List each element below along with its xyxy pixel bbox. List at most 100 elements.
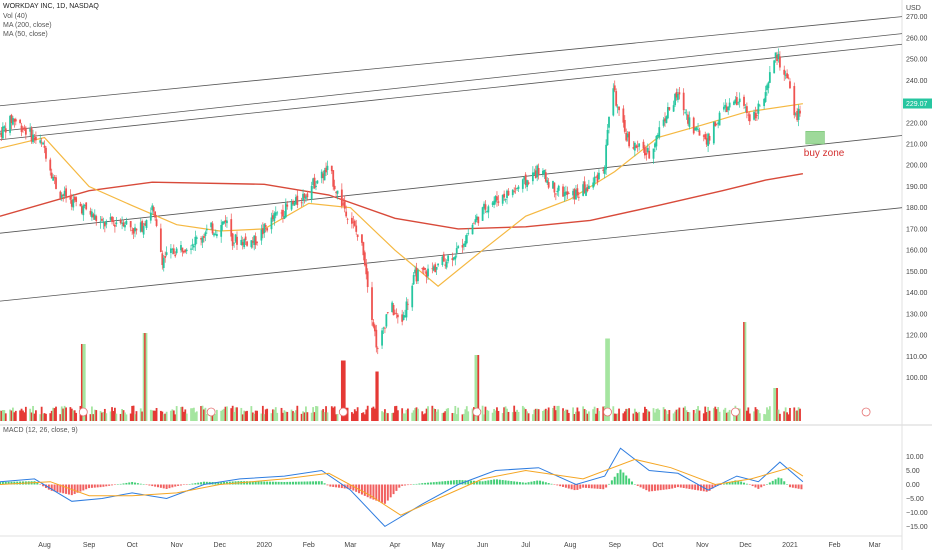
volume-bar (236, 407, 238, 421)
volume-bar (382, 412, 385, 421)
candle (635, 145, 638, 148)
macd-bar (490, 479, 493, 485)
macd-legend[interactable]: MACD (12, 26, close, 9) (3, 427, 78, 434)
volume-bar (789, 407, 791, 421)
macd-bar (202, 481, 205, 485)
candle (124, 224, 126, 228)
ma50-legend[interactable]: MA (50, close) (3, 31, 48, 38)
volume-bar (787, 414, 790, 421)
macd-bar (401, 484, 404, 486)
candle (586, 187, 589, 192)
candle (786, 73, 788, 79)
volume-bar (151, 410, 154, 421)
macd-bar (191, 483, 194, 485)
macd-bar (0, 481, 1, 485)
macd-bar (562, 484, 565, 487)
volume-bar (385, 412, 388, 421)
time-tick-label: Sep (609, 542, 622, 549)
macd-bar (62, 484, 65, 494)
candle (434, 264, 437, 273)
volume-bar (646, 410, 649, 421)
candle (552, 181, 554, 189)
volume-bar (121, 408, 123, 421)
candle (685, 114, 688, 116)
macd-bar (156, 484, 159, 488)
macd-bar (228, 481, 231, 485)
volume-bar (59, 414, 62, 421)
volume-bar (313, 412, 316, 421)
macd-bar (76, 484, 79, 493)
time-tick-label: 2021 (782, 542, 798, 549)
macd-bar (541, 481, 544, 485)
volume-bar (768, 406, 771, 421)
volume-bar (105, 413, 108, 421)
macd-bar (398, 484, 401, 488)
volume-bar (471, 408, 474, 421)
candle (407, 303, 409, 305)
macd-bar (651, 484, 654, 492)
macd-bar (10, 481, 13, 485)
candle (346, 218, 349, 220)
macd-bar (289, 481, 292, 485)
macd-bar (777, 477, 780, 485)
macd-bar (136, 483, 139, 485)
volume-bar (777, 409, 780, 421)
candle (180, 245, 182, 251)
candle (69, 195, 72, 200)
volume-bar (715, 409, 718, 421)
earnings-markers (78, 407, 871, 417)
candle (496, 196, 498, 201)
volume-bar (575, 411, 577, 421)
volume-bar (483, 414, 485, 421)
volume-bar (223, 408, 225, 421)
candle (658, 127, 661, 138)
macd-bar (599, 484, 602, 489)
candle (23, 127, 26, 130)
price-tick-label: 260.00 (906, 35, 928, 42)
volume-bar (598, 410, 600, 421)
macd-bar (783, 481, 786, 485)
macd-bar (495, 479, 498, 485)
time-tick-label: Oct (127, 542, 138, 549)
time-tick-label: Jul (521, 542, 530, 549)
volume-bar (743, 322, 745, 421)
candle (91, 211, 93, 218)
candle (50, 172, 53, 179)
macd-bar (188, 484, 191, 485)
candle (32, 134, 34, 143)
candle (352, 221, 355, 223)
volume-bar (23, 412, 26, 421)
candle (546, 180, 549, 184)
macd-bar (36, 482, 39, 485)
volume-bar (708, 410, 711, 421)
volume-bar (728, 409, 731, 421)
ma200-legend[interactable]: MA (200, close) (3, 22, 52, 29)
macd-bar (337, 484, 340, 488)
macd-bar (1, 481, 4, 485)
candle (170, 248, 172, 254)
candle (743, 96, 745, 106)
macd-bar (662, 484, 665, 490)
volume-bar (501, 413, 504, 421)
volume-bar (215, 409, 218, 421)
volume-bar (30, 412, 33, 421)
candle (261, 228, 264, 235)
volume-bar (521, 405, 524, 421)
vol-legend[interactable]: Vol (40) (3, 13, 28, 20)
volume-bar (648, 411, 651, 421)
candle (340, 189, 343, 207)
candle (151, 205, 154, 211)
candle (674, 94, 676, 106)
candle (142, 226, 145, 235)
volume-bars (0, 322, 801, 421)
volume-bar (797, 407, 800, 421)
candle (602, 169, 605, 171)
candle (325, 167, 327, 173)
macd-bar (573, 484, 576, 491)
volume-bar (623, 411, 626, 421)
volume-bar (244, 411, 247, 421)
macd-bar (340, 484, 343, 489)
macd-bar (79, 484, 82, 492)
volume-bar (180, 406, 182, 421)
candle (101, 218, 103, 221)
